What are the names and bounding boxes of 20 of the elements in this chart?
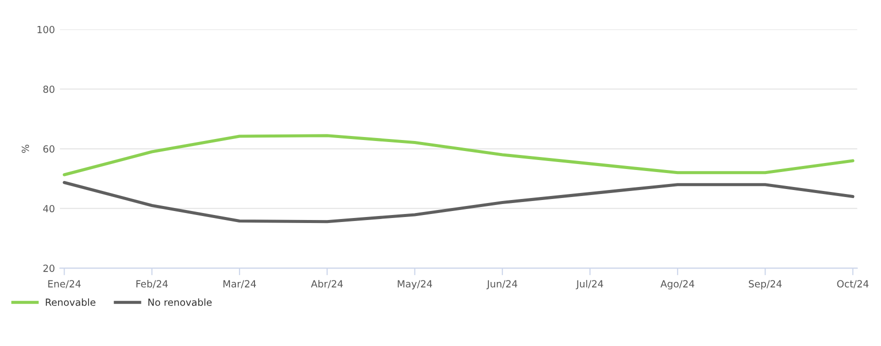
legend-label: Renovable (46, 298, 96, 306)
x-tick-label: Jun/24 (486, 280, 518, 290)
y-tick-label: 40 (43, 204, 54, 212)
x-tick-label: Jul/24 (576, 280, 604, 290)
x-tick-label: Abr/24 (310, 280, 343, 288)
line-series (62, 180, 854, 224)
x-tick-label: May/24 (398, 280, 432, 290)
x-tick-label: Feb/24 (136, 280, 168, 288)
x-tick-label: Ago/24 (660, 280, 694, 290)
line-series (62, 134, 854, 176)
y-tick-label: 20 (43, 264, 54, 272)
y-tick-label: 80 (43, 86, 54, 93)
y-tick-label: 100 (38, 26, 54, 34)
x-tick-label: Oct/24 (837, 280, 869, 288)
y-tick-label: 60 (43, 145, 54, 153)
x-tick-label: Ene/24 (48, 280, 81, 288)
y-axis-title: % (22, 144, 30, 153)
legend-label: No renovable (148, 298, 212, 306)
x-tick-label: Sep/24 (748, 280, 782, 290)
x-tick-label: Mar/24 (223, 280, 256, 288)
